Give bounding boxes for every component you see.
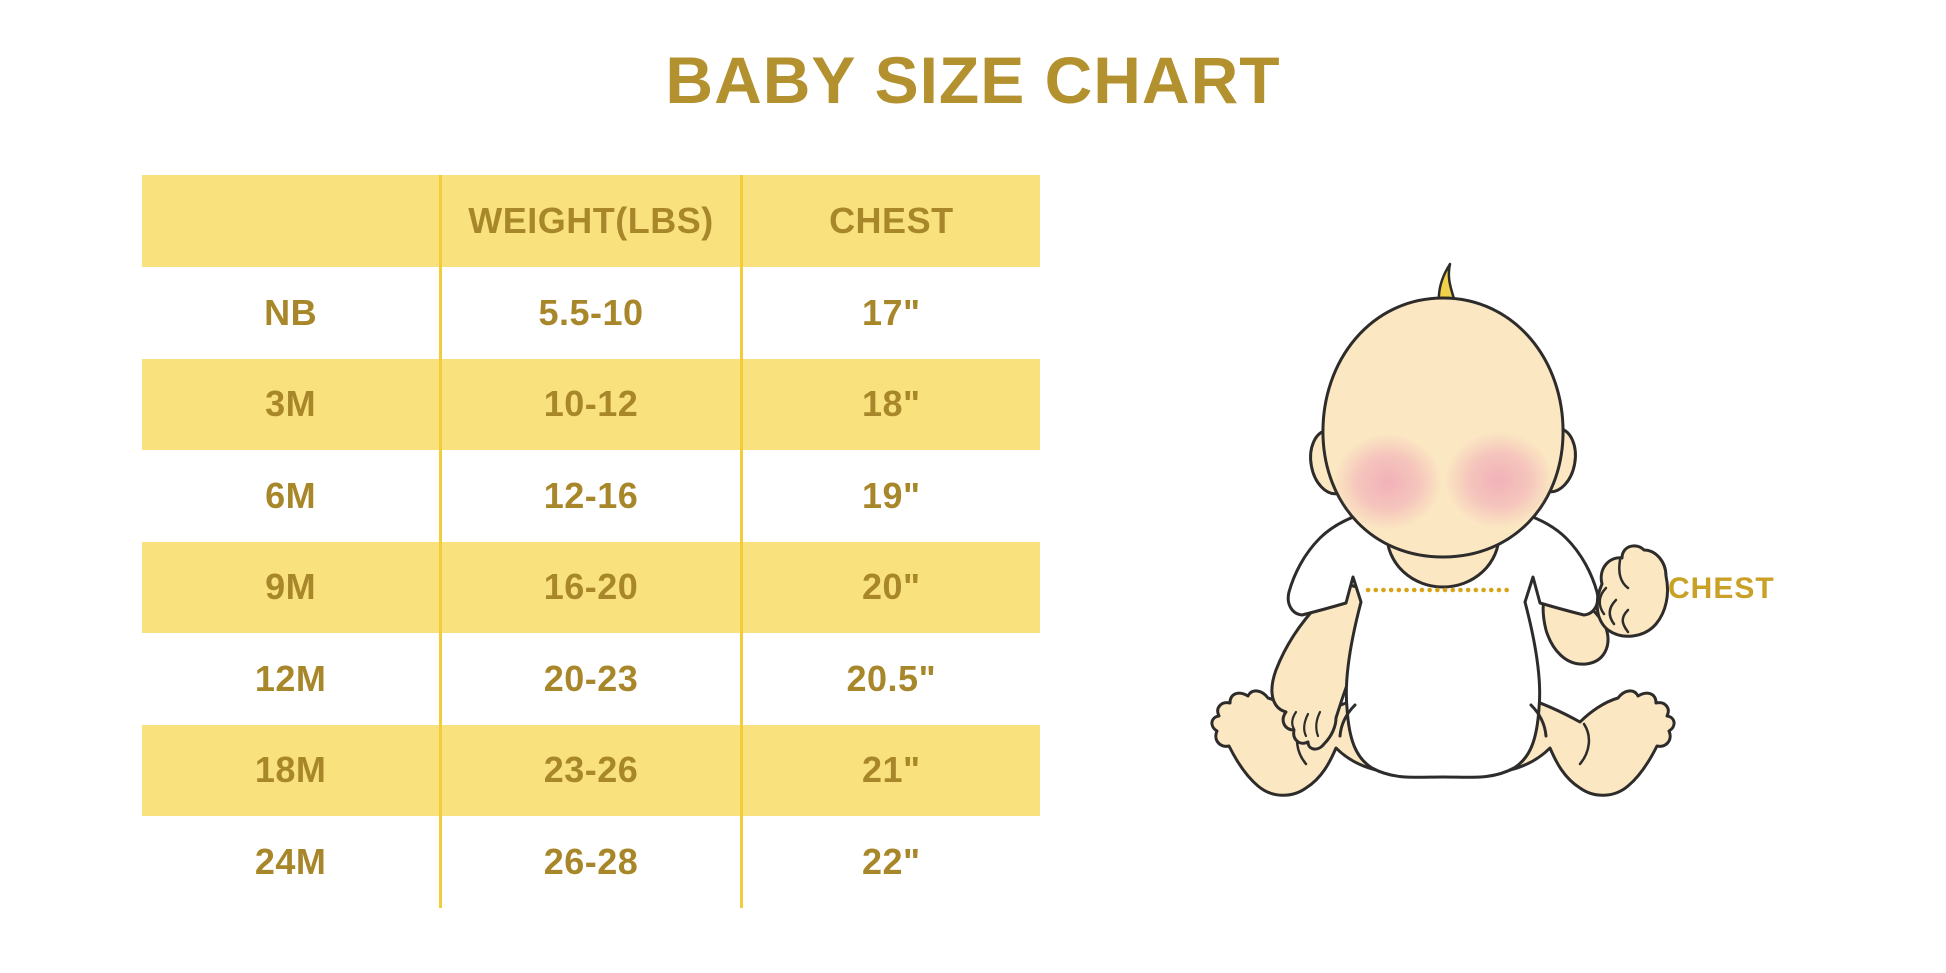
weight-cell: 12-16	[439, 450, 739, 542]
chest-cell: 20"	[739, 541, 1040, 633]
weight-cell: 5.5-10	[439, 267, 739, 359]
chest-cell: 21"	[739, 724, 1040, 816]
baby-left-thigh-line	[1338, 703, 1357, 738]
size-table: WEIGHT(LBS) CHEST NB 5.5-10 17" 3M 10-12…	[142, 175, 1040, 908]
chest-cell: 19"	[739, 450, 1040, 542]
size-cell: 3M	[265, 383, 317, 425]
size-cell: 24M	[254, 840, 327, 882]
size-cell: NB	[264, 291, 318, 333]
weight-cell: 23-26	[439, 724, 739, 816]
chest-cell: 17"	[739, 267, 1040, 359]
table-row: 9M 16-20 20"	[142, 541, 1040, 633]
table-row: NB 5.5-10 17"	[142, 267, 1040, 359]
table-row: 12M 20-23 20.5"	[142, 633, 1040, 725]
weight-cell: 26-28	[439, 816, 739, 908]
weight-cell: 20-23	[439, 633, 739, 725]
baby-right-cheek	[1445, 432, 1553, 528]
weight-cell: 16-20	[439, 541, 739, 633]
baby-illustration	[1210, 262, 1676, 797]
table-row: 18M 23-26 21"	[142, 724, 1040, 816]
chest-cell: 22"	[739, 816, 1040, 908]
baby-left-cheek	[1334, 434, 1442, 530]
baby-right-thigh-line	[1529, 703, 1548, 738]
table-row: 3M 10-12 18"	[142, 358, 1040, 450]
table-header-row: WEIGHT(LBS) CHEST	[142, 175, 1040, 267]
header-cell-size	[142, 175, 439, 267]
size-cell: 6M	[265, 474, 317, 516]
page-title: BABY SIZE CHART	[665, 43, 1281, 117]
header-cell-weight: WEIGHT(LBS)	[439, 175, 739, 267]
size-cell: 18M	[254, 749, 327, 791]
chest-cell: 18"	[739, 358, 1040, 450]
baby-right-fist	[1595, 544, 1670, 638]
table-row: 6M 12-16 19"	[142, 450, 1040, 542]
chest-measure-label: CHEST	[1668, 572, 1775, 605]
chest-cell: 20.5"	[739, 633, 1040, 725]
weight-cell: 10-12	[439, 358, 739, 450]
size-cell: 9M	[265, 566, 317, 608]
size-cell: 12M	[254, 657, 327, 699]
header-cell-chest: CHEST	[739, 175, 1040, 267]
table-row: 24M 26-28 22"	[142, 816, 1040, 908]
